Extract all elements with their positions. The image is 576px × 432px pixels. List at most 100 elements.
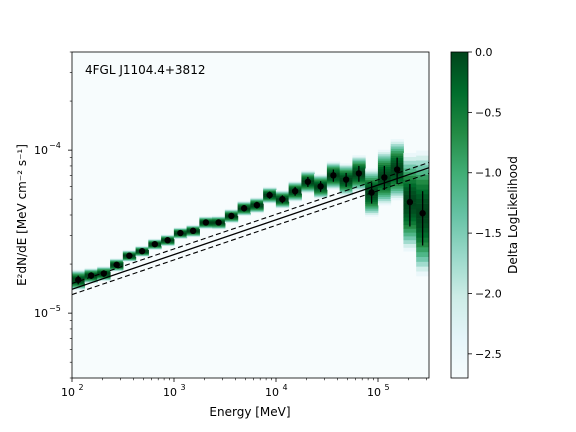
likelihood-cell — [301, 175, 315, 177]
likelihood-cell — [237, 204, 251, 206]
x-tick-label: 10 — [61, 386, 75, 399]
likelihood-cell — [122, 259, 137, 261]
likelihood-cell — [339, 190, 353, 193]
likelihood-cell — [224, 219, 239, 220]
likelihood-cell — [390, 139, 404, 142]
likelihood-cell — [212, 218, 226, 220]
likelihood-cell — [212, 226, 226, 228]
likelihood-cell — [122, 249, 137, 251]
likelihood-cell — [250, 200, 264, 202]
data-point — [228, 212, 235, 220]
likelihood-cell — [173, 238, 188, 240]
data-points — [74, 157, 426, 285]
data-point — [189, 227, 197, 234]
likelihood-cell — [275, 206, 290, 208]
likelihood-cell — [352, 162, 366, 164]
likelihood-cell — [199, 216, 213, 217]
likelihood-cell — [122, 251, 137, 252]
fit-line-solid — [72, 167, 429, 290]
likelihood-cell — [84, 280, 98, 282]
likelihood-cell — [135, 254, 149, 256]
likelihood-cell — [186, 233, 200, 235]
likelihood-cell — [275, 192, 290, 194]
likelihood-cell — [263, 189, 277, 191]
likelihood-cell — [186, 235, 200, 236]
likelihood-cell — [314, 178, 328, 180]
likelihood-cell — [352, 184, 366, 187]
likelihood-cell — [173, 228, 188, 230]
likelihood-cell — [288, 196, 302, 198]
likelihood-cell — [186, 236, 200, 238]
likelihood-cell — [416, 261, 429, 267]
likelihood-cell — [326, 186, 341, 188]
likelihood-cell — [186, 224, 200, 226]
data-point — [393, 166, 401, 173]
y-axis-label: E²dN/dE [MeV cm⁻² s⁻¹] — [15, 144, 29, 286]
data-point — [177, 229, 184, 237]
likelihood-cell — [403, 175, 417, 180]
likelihood-cell — [72, 269, 85, 271]
likelihood-cell — [72, 273, 85, 275]
likelihood-cell — [72, 272, 85, 274]
likelihood-cell — [314, 194, 328, 197]
likelihood-cell — [365, 168, 379, 171]
likelihood-cell — [148, 239, 162, 241]
likelihood-cell — [275, 206, 290, 208]
likelihood-cell — [212, 215, 226, 217]
likelihood-cell — [377, 151, 392, 155]
likelihood-cell — [390, 146, 404, 149]
likelihood-cell — [212, 217, 226, 219]
x-tick-exponent: 5 — [384, 383, 389, 392]
likelihood-cell — [122, 250, 137, 252]
likelihood-cell — [97, 276, 111, 278]
likelihood-cell — [365, 214, 379, 217]
likelihood-cell — [161, 235, 175, 237]
likelihood-cell — [326, 181, 341, 184]
likelihood-cell — [301, 171, 315, 174]
likelihood-cell — [377, 158, 392, 161]
likelihood-cell — [173, 237, 188, 239]
likelihood-cell — [416, 251, 429, 258]
likelihood-cell — [326, 167, 341, 170]
data-point — [240, 205, 248, 212]
likelihood-cell — [186, 225, 200, 227]
likelihood-cell — [263, 199, 277, 201]
likelihood-cell — [199, 218, 213, 219]
likelihood-cell — [377, 149, 392, 153]
likelihood-cell — [122, 252, 137, 253]
likelihood-cell — [339, 172, 353, 174]
likelihood-cell — [148, 239, 162, 240]
data-point — [355, 170, 363, 177]
likelihood-cell — [301, 187, 315, 189]
likelihood-cell — [186, 234, 200, 235]
likelihood-cell — [263, 188, 277, 189]
likelihood-cell — [72, 288, 85, 290]
likelihood-cell — [416, 266, 429, 272]
colorbar-tick-label: −0.5 — [475, 106, 502, 119]
likelihood-cell — [84, 281, 98, 283]
likelihood-cell — [237, 215, 251, 216]
likelihood-cell — [110, 269, 124, 271]
data-point — [304, 178, 312, 185]
likelihood-cell — [301, 192, 315, 194]
likelihood-cell — [237, 203, 251, 205]
likelihood-cell — [110, 258, 124, 260]
likelihood-cell — [301, 170, 315, 172]
likelihood-cell — [237, 213, 251, 215]
likelihood-cell — [186, 234, 200, 236]
likelihood-cell — [263, 202, 277, 204]
likelihood-cell — [326, 187, 341, 189]
data-point — [253, 201, 261, 209]
likelihood-cell — [148, 247, 162, 248]
likelihood-cell — [224, 222, 239, 224]
likelihood-cell — [377, 198, 392, 202]
likelihood-cell — [314, 177, 328, 180]
likelihood-cell — [250, 199, 264, 201]
y-tick-exponent: −4 — [49, 141, 61, 150]
likelihood-cell — [416, 150, 429, 156]
data-point — [74, 276, 82, 284]
likelihood-cell — [161, 234, 175, 236]
data-point — [87, 272, 95, 279]
likelihood-cell — [224, 212, 239, 213]
